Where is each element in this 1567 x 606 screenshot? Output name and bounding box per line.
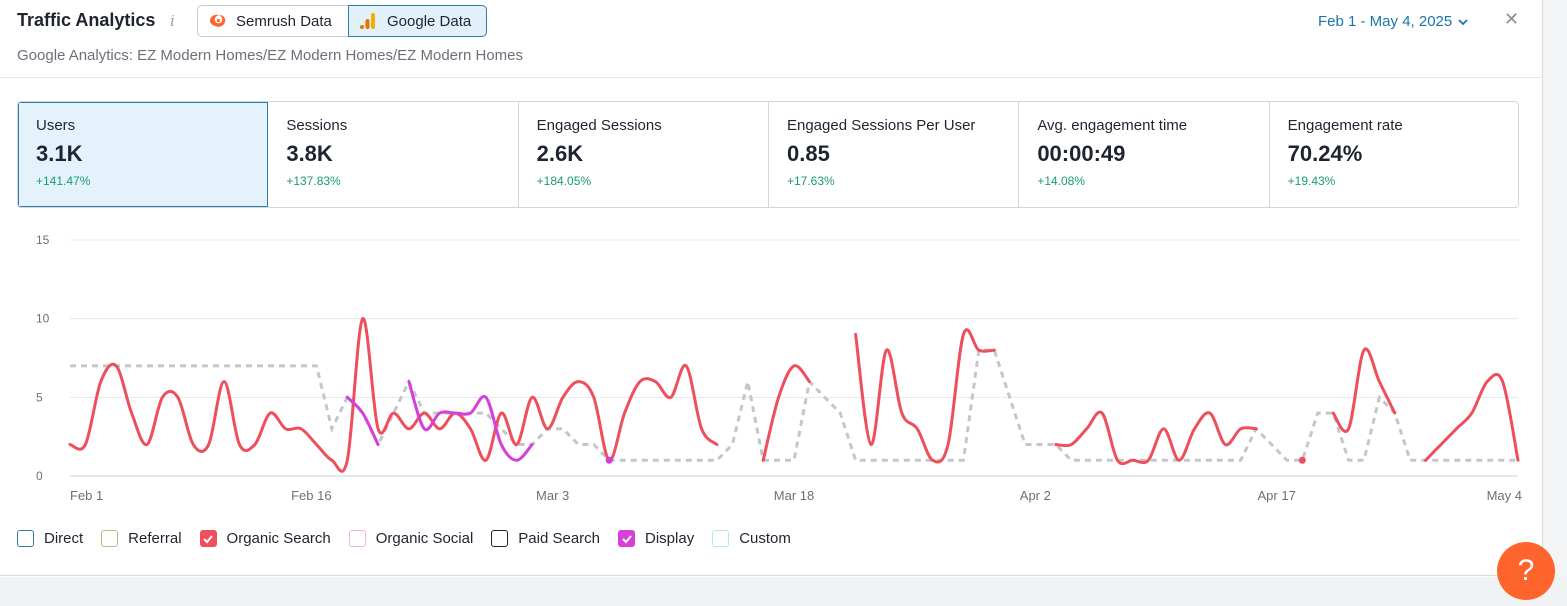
semrush-data-label: Semrush Data	[236, 12, 332, 30]
help-button[interactable]: ?	[1497, 542, 1555, 600]
metric-users[interactable]: Users 3.1K +141.47%	[18, 102, 269, 207]
metric-label: Engaged Sessions	[536, 117, 662, 134]
y-tick-label: 0	[36, 469, 43, 483]
checked-checkbox-icon	[199, 530, 217, 547]
y-tick-label: 5	[36, 390, 43, 404]
legend-item-direct[interactable]: Direct	[17, 530, 83, 547]
x-tick-label: Feb 16	[291, 488, 331, 503]
semrush-data-button[interactable]: Semrush Data	[197, 5, 349, 37]
metric-label: Avg. engagement time	[1037, 117, 1188, 134]
metric-value: 3.1K	[36, 141, 83, 166]
legend-item-paid-search[interactable]: Paid Search	[491, 530, 600, 547]
legend-label: Direct	[44, 530, 84, 547]
series-point	[1298, 456, 1306, 464]
series-line-display	[345, 395, 380, 447]
metric-change: +17.63%	[786, 174, 835, 188]
legend-label: Display	[645, 530, 695, 547]
checkbox-icon	[491, 530, 509, 547]
legend-label: Referral	[128, 530, 182, 547]
metric-engaged-sessions[interactable]: Engaged Sessions 2.6K +184.05%	[519, 102, 769, 207]
metric-value: 70.24%	[1287, 141, 1363, 166]
metric-value: 2.6K	[536, 141, 584, 166]
checked-checkbox-icon	[618, 530, 636, 547]
metric-label: Engagement rate	[1287, 117, 1403, 134]
metric-change: +184.05%	[536, 174, 592, 188]
series-line-organic-search	[761, 364, 811, 462]
metric-change: +141.47%	[36, 174, 91, 188]
metric-value: 3.8K	[286, 141, 333, 166]
google-data-label: Google Data	[387, 12, 472, 30]
google-analytics-icon	[359, 12, 379, 30]
metric-label: Sessions	[286, 117, 348, 134]
metric-value: 0.85	[786, 141, 830, 166]
legend-item-custom[interactable]: Custom	[712, 530, 791, 547]
legend-item-display[interactable]: Display	[618, 530, 694, 547]
y-tick-label: 10	[36, 312, 50, 326]
chevron-down-icon	[1458, 18, 1468, 25]
x-tick-label: Mar 3	[536, 488, 569, 503]
y-tick-label: 15	[36, 233, 50, 247]
legend-label: Paid Search	[518, 530, 601, 547]
metric-avg-engagement-time[interactable]: Avg. engagement time 00:00:49 +14.08%	[1019, 102, 1270, 207]
page-footer-strip	[0, 577, 1567, 606]
header-divider	[0, 77, 1543, 78]
checkbox-icon	[348, 530, 366, 547]
metric-sessions[interactable]: Sessions 3.8K +137.83%	[268, 102, 519, 207]
checkbox-icon	[101, 530, 119, 547]
legend-label: Organic Search	[226, 530, 331, 547]
google-data-button[interactable]: Google Data	[348, 5, 487, 37]
checkbox-icon	[17, 530, 34, 547]
metric-change: +19.43%	[1287, 174, 1336, 188]
series-line-display	[407, 380, 534, 462]
checkbox-icon	[712, 530, 730, 547]
scrollbar-track[interactable]	[1543, 0, 1567, 577]
legend-label: Organic Social	[375, 530, 474, 547]
legend-item-organic-search[interactable]: Organic Search	[199, 530, 331, 547]
x-tick-label: Apr 17	[1258, 488, 1296, 503]
series-line-organic-search	[1054, 410, 1258, 466]
metrics-row: Users 3.1K +141.47% Sessions 3.8K +137.8…	[17, 101, 1519, 208]
x-tick-label: Feb 1	[70, 488, 103, 503]
series-line-organic-search	[1424, 372, 1520, 462]
legend-item-organic-social[interactable]: Organic Social	[348, 530, 474, 547]
metric-change: +14.08%	[1037, 174, 1086, 188]
metric-change: +137.83%	[286, 174, 341, 188]
metric-label: Users	[36, 117, 76, 134]
metric-engaged-sessions-per-user[interactable]: Engaged Sessions Per User 0.85 +17.63%	[769, 102, 1020, 207]
legend-label: Custom	[739, 530, 791, 547]
semrush-flame-icon	[208, 12, 228, 30]
traffic-analytics-card	[0, 0, 1543, 576]
close-icon[interactable]: ✕	[1504, 9, 1520, 29]
date-range-label: Feb 1 - May 4, 2025	[1318, 13, 1453, 30]
series-line-organic-search	[854, 328, 996, 464]
legend-item-referral[interactable]: Referral	[101, 530, 182, 547]
page-title: Traffic Analytics	[17, 10, 156, 30]
metric-label: Engaged Sessions Per User	[786, 117, 976, 134]
series-line-organic-search	[68, 317, 719, 473]
x-tick-label: May 4	[1487, 488, 1522, 503]
series-point	[605, 456, 613, 464]
x-tick-label: Apr 2	[1020, 488, 1051, 503]
series-line-organic-search	[1331, 347, 1397, 433]
data-source-subtitle: Google Analytics: EZ Modern Homes/EZ Mod…	[17, 47, 524, 64]
series-line-comparison	[70, 348, 1518, 462]
metric-value: 00:00:49	[1037, 141, 1126, 166]
info-icon[interactable]: i	[170, 12, 175, 30]
traffic-line-chart: 0 5 10 15 Feb 1 Feb 16 Mar 3 Mar 18 Apr 2 Apr 17 M…	[36, 233, 1522, 503]
date-range-picker[interactable]: Feb 1 - May 4, 2025	[1318, 13, 1468, 30]
x-tick-label: Mar 18	[774, 488, 814, 503]
metric-engagement-rate[interactable]: Engagement rate 70.24% +19.43%	[1270, 102, 1518, 207]
chart-legend: Direct Referral Organic Search Organic S…	[17, 530, 809, 547]
